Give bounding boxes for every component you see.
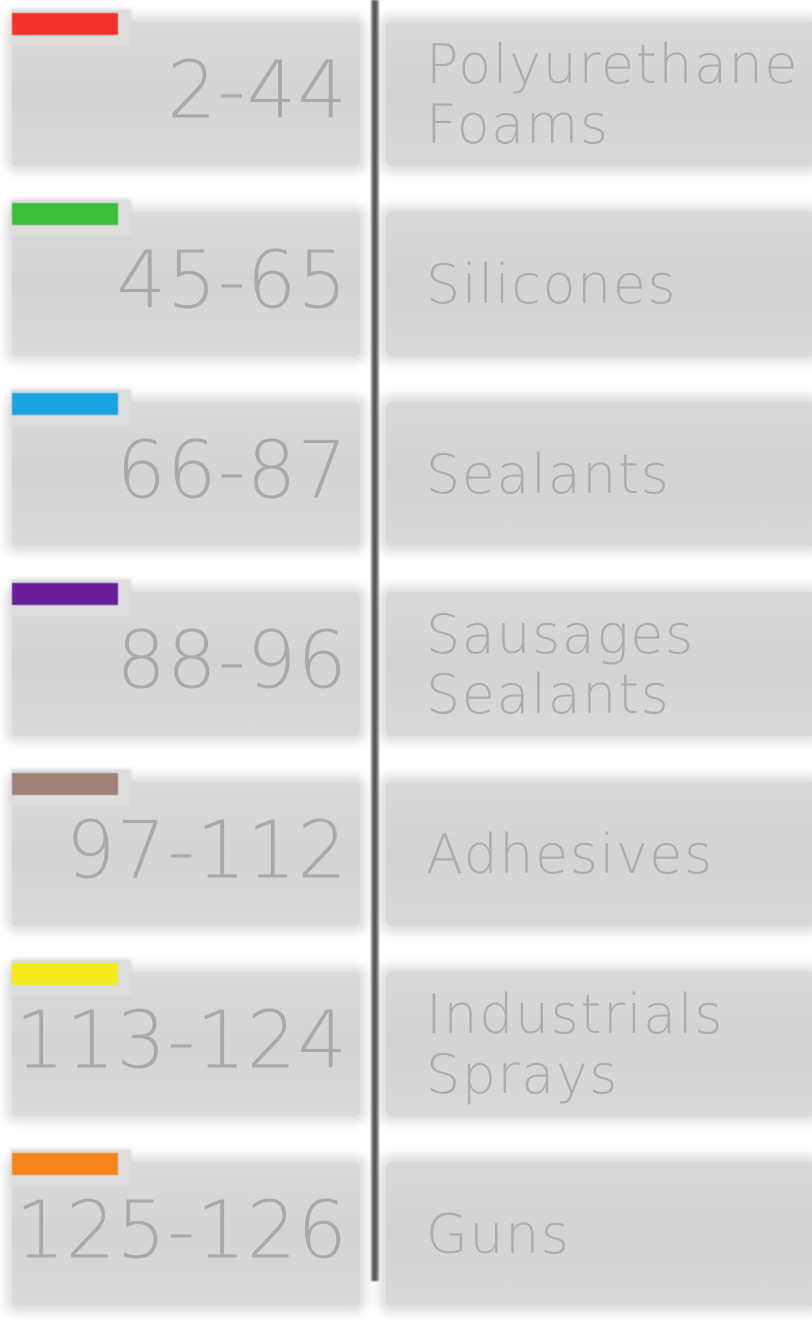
category-name[interactable]: Silicones (426, 253, 678, 316)
category-name[interactable]: Adhesives (426, 823, 714, 886)
column-divider (371, 0, 379, 1281)
page-range: 2-44 (166, 45, 348, 137)
color-tab (12, 10, 130, 46)
category-name[interactable]: Sausages Sealants (426, 603, 695, 726)
category-color-swatch (12, 773, 118, 795)
category-name[interactable]: Polyurethane Foams (426, 33, 800, 156)
color-tab (12, 960, 130, 996)
category-color-swatch (12, 583, 118, 605)
category-color-swatch (12, 13, 118, 35)
color-tab (12, 770, 130, 806)
index-row[interactable]: 2-44 Polyurethane Foams (0, 0, 812, 190)
category-cell (386, 402, 812, 546)
page-range-cell (12, 782, 360, 926)
index-row[interactable]: 45-65 Silicones (0, 190, 812, 380)
category-name[interactable]: Sealants (426, 443, 671, 506)
category-color-swatch (12, 963, 118, 985)
color-tab (12, 390, 130, 426)
index-row[interactable]: 66-87 Sealants (0, 380, 812, 570)
category-cell (386, 972, 812, 1116)
index-row[interactable]: 97-112 Adhesives (0, 760, 812, 950)
page-range: 125-126 (15, 1185, 348, 1277)
page-range-cell (12, 972, 360, 1116)
page-range-cell (12, 212, 360, 356)
index-row[interactable]: 113-124 Industrials Sprays (0, 950, 812, 1140)
category-name[interactable]: Guns (426, 1203, 571, 1266)
category-cell (386, 212, 812, 356)
category-color-swatch (12, 393, 118, 415)
index-row[interactable]: 88-96 Sausages Sealants (0, 570, 812, 760)
page-range: 66-87 (116, 425, 348, 517)
category-cell (386, 22, 812, 166)
category-cell (386, 592, 812, 736)
page-range: 113-124 (15, 995, 348, 1087)
page-range-cell (12, 592, 360, 736)
page-range-cell (12, 402, 360, 546)
category-name[interactable]: Industrials Sprays (426, 983, 724, 1106)
color-tab (12, 580, 130, 616)
category-color-swatch (12, 203, 118, 225)
index-row[interactable]: 125-126 Guns (0, 1140, 812, 1330)
page-range: 97-112 (65, 805, 348, 897)
color-tab (12, 200, 130, 236)
category-cell (386, 782, 812, 926)
color-tab (12, 1150, 130, 1186)
page-range: 45-65 (116, 235, 348, 327)
page-range: 88-96 (116, 615, 348, 707)
category-color-swatch (12, 1153, 118, 1175)
page-range-cell (12, 22, 360, 166)
